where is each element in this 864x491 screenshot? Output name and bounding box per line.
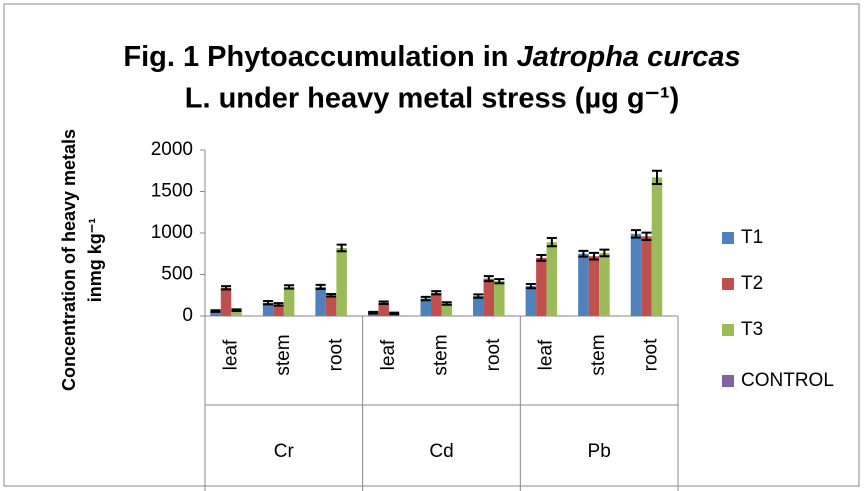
y-tick-label: 2000 [151,139,193,160]
y-axis-label: Concentration of heavy metals [59,129,79,391]
error-bar [326,293,337,298]
legend-label: T2 [741,273,763,294]
bar [431,292,442,316]
bar [420,298,431,316]
bar [231,310,242,316]
error-bar [578,249,589,258]
x-tick-label: stem [431,334,452,375]
error-bar [431,290,442,296]
error-bar [536,253,547,262]
chart-title: Fig. 1 Phytoaccumulation in Jatropha cur… [123,41,740,73]
y-tick-label: 0 [182,305,193,326]
legend-label: T1 [741,227,763,248]
error-bar [378,300,389,305]
x-tick-label: root [641,338,662,371]
bar [283,286,295,316]
bar [536,257,547,316]
y-tick-label: 1000 [151,222,193,243]
x-tick-label: root [325,338,346,371]
bar [262,302,274,316]
chart-title: L. under heavy metal stress (µg g⁻¹) [185,83,680,115]
legend-swatch [722,324,734,336]
y-tick-label: 500 [161,264,193,285]
group-label: Cd [429,441,453,462]
bar [378,302,389,316]
bar [641,236,652,316]
error-bar [651,169,662,186]
bar [210,311,221,316]
y-axis-label: inmg kg⁻¹ [85,218,105,303]
bar [473,296,484,316]
bar [441,303,452,316]
error-bar [599,248,610,258]
error-bar [315,283,326,291]
error-bar [441,301,452,306]
error-bar [641,231,652,242]
error-bar [525,283,536,290]
error-bar [231,308,242,313]
bar [220,287,232,316]
bar [578,253,589,316]
x-tick-label: leaf [536,339,557,370]
error-bar [630,229,641,239]
bar [588,256,600,316]
bar [325,295,337,316]
bar [525,286,537,316]
error-bar [368,310,379,315]
bar [599,252,610,316]
x-tick-label: leaf [378,339,399,370]
bar [494,281,505,316]
bar [315,286,326,316]
error-bar [473,293,484,299]
bar [273,304,284,316]
error-bar [263,300,274,306]
legend-swatch [722,375,734,387]
x-tick-label: stem [588,334,609,375]
error-bar [546,236,557,248]
x-tick-label: root [483,338,504,371]
legend-swatch [722,232,734,244]
title-part: Jatropha curcas [517,41,741,73]
y-axis-title: Concentration of heavy metals inmg kg⁻¹ [59,129,105,391]
group-label: Pb [588,441,611,462]
legend-label: T3 [741,319,763,340]
bar [336,247,347,316]
title-part: Fig. 1 Phytoaccumulation in [123,41,516,73]
error-bar [210,309,221,313]
bar [630,233,642,316]
error-bar [494,278,505,285]
group-label: Cr [274,441,295,462]
error-bar [273,302,284,307]
legend-label: CONTROL [741,370,834,391]
bar [651,177,663,316]
error-bar [420,295,431,302]
y-tick-label: 1500 [151,181,193,202]
error-bar [389,311,400,316]
error-bar [284,284,295,290]
error-bar [336,243,347,253]
bar [483,278,495,316]
error-bar [588,251,599,261]
x-tick-label: stem [273,334,294,375]
x-tick-label: leaf [220,339,241,370]
bar [546,242,558,316]
legend-swatch [722,278,734,290]
chart-border [3,3,860,487]
error-bar [483,275,494,283]
error-bar [221,285,232,291]
